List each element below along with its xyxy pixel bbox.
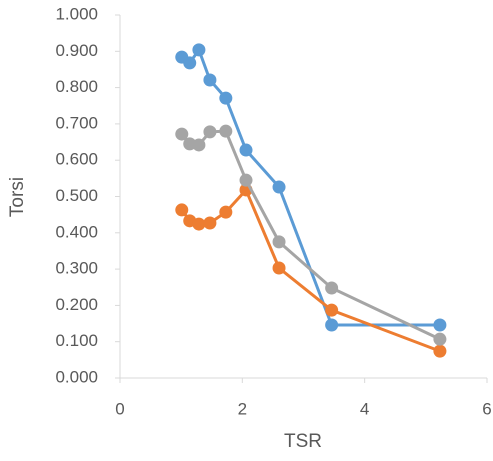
series-line bbox=[180, 129, 441, 341]
data-point bbox=[239, 173, 253, 187]
y-tick-label: 0.300 bbox=[55, 259, 98, 278]
data-point bbox=[239, 143, 253, 157]
x-tick-label: 6 bbox=[482, 399, 491, 418]
data-point bbox=[325, 318, 339, 332]
x-tick-label: 0 bbox=[115, 399, 124, 418]
y-tick-label: 0.100 bbox=[55, 331, 98, 350]
y-tick-label: 0.700 bbox=[55, 113, 98, 132]
data-point bbox=[203, 125, 217, 139]
data-point bbox=[192, 43, 206, 57]
y-tick-label: 0.900 bbox=[55, 41, 98, 60]
data-point bbox=[433, 332, 447, 346]
x-tick-label: 2 bbox=[238, 399, 247, 418]
y-tick-label: 0.600 bbox=[55, 150, 98, 169]
data-point bbox=[272, 261, 286, 275]
data-point bbox=[219, 91, 233, 105]
y-tick-label: 0.800 bbox=[55, 77, 98, 96]
y-tick-label: 0.400 bbox=[55, 222, 98, 241]
y-tick-label: 1.000 bbox=[55, 4, 98, 23]
y-tick-label: 0.200 bbox=[55, 295, 98, 314]
x-axis-title: TSR bbox=[284, 431, 322, 452]
data-point bbox=[272, 235, 286, 249]
data-point bbox=[192, 138, 206, 152]
x-tick-label: 4 bbox=[360, 399, 369, 418]
data-point bbox=[325, 303, 339, 317]
data-point bbox=[203, 73, 217, 87]
y-tick-label: 0.000 bbox=[55, 367, 98, 386]
data-point bbox=[203, 216, 217, 230]
data-point bbox=[192, 217, 206, 231]
y-tick-label: 0.500 bbox=[55, 186, 98, 205]
data-point bbox=[183, 56, 197, 70]
data-point bbox=[433, 344, 447, 358]
data-point bbox=[272, 180, 286, 194]
data-point bbox=[175, 203, 189, 217]
data-point bbox=[219, 205, 233, 219]
data-point bbox=[219, 124, 233, 138]
data-point bbox=[175, 127, 189, 141]
data-point bbox=[325, 281, 339, 295]
series-line bbox=[180, 46, 440, 327]
data-point bbox=[433, 318, 447, 332]
y-axis-title: Torsi bbox=[7, 177, 28, 217]
